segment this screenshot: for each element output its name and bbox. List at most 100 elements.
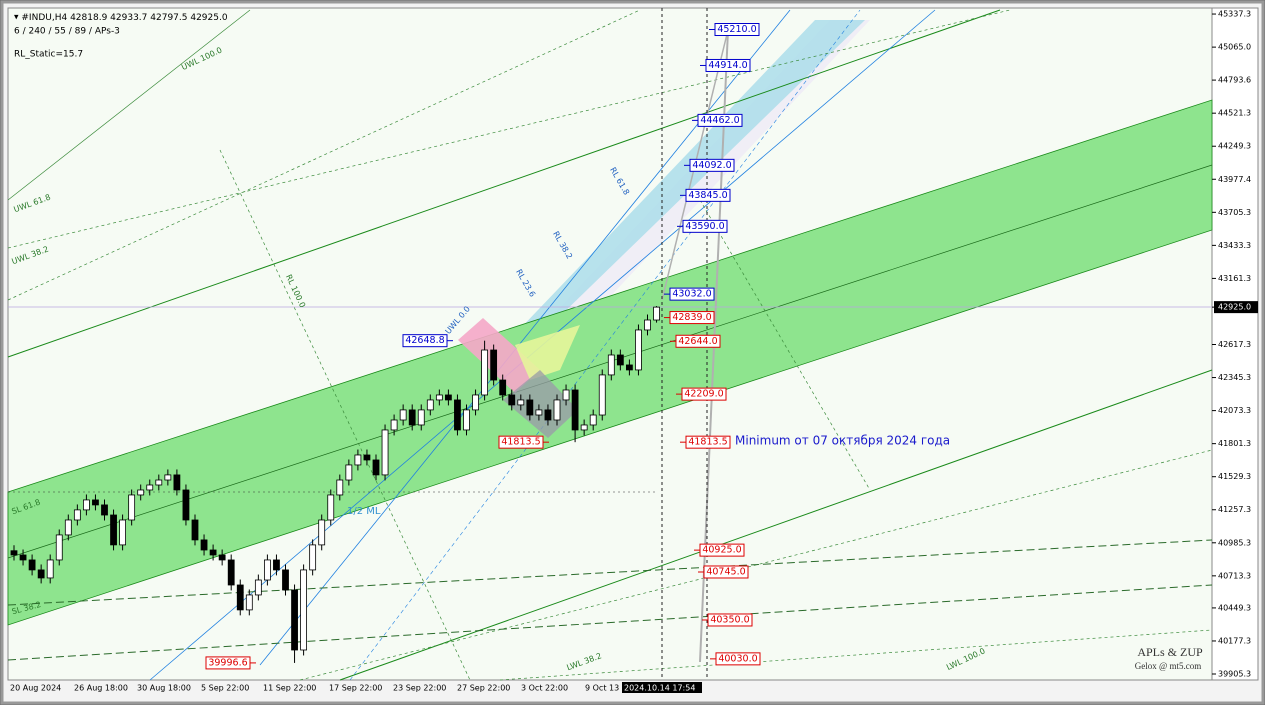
candle-body [607,354,615,376]
candle-body [444,394,452,401]
candle-body [291,589,298,651]
level-label: 42839.0 [672,312,711,323]
y-tick-label: 44521.3 [1218,109,1251,118]
candle-body [499,379,507,396]
y-tick-label: 42073.3 [1218,406,1251,415]
header-open: 42818.9 [70,13,107,23]
candle-body [544,409,552,421]
x-tick-label: 30 Aug 18:00 [137,684,191,693]
candle-body [626,364,633,371]
candle-body [517,399,525,406]
fan-line [7,9,251,201]
candle-body [463,409,470,431]
candle-body [535,409,543,416]
candle-body [273,559,280,571]
line-label: 1/2 ML [347,506,381,517]
pink-box [458,318,540,393]
x-tick-label: 5 Sep 22:00 [201,684,249,693]
candle-body [73,509,81,521]
candle-body [55,534,63,561]
candle-body [454,399,461,431]
fan-line [7,539,1213,606]
y-tick-label: 42345.3 [1218,373,1251,382]
candle-body [553,399,561,421]
y-tick-label: 44793.6 [1218,76,1251,85]
level-label: 45210.0 [717,24,756,35]
candle-body [101,504,108,516]
indicator-params: 6 / 240 / 55 / 89 / APs-3 [14,27,120,37]
lower-line [339,369,1213,681]
y-tick-label: 43161.3 [1218,274,1251,283]
candle-body [345,464,353,481]
level-box [699,543,745,557]
candle-body [155,479,163,486]
price-axis [1211,7,1259,681]
watermark: APLs & ZUP [1137,645,1203,659]
level-label: 42644.0 [678,336,717,347]
y-tick-label: 43433.3 [1218,241,1251,250]
level-label: 44092.0 [692,160,731,171]
y-tick-label: 40985.3 [1218,538,1251,547]
candle-body [10,550,18,556]
candle-body [146,484,154,491]
gray-box [503,370,578,438]
level-box [669,287,715,301]
candle-body [245,594,253,611]
level-box [685,435,731,449]
level-label: 41813.5 [688,437,727,448]
candle-body [92,499,99,506]
candle-body [490,349,498,381]
x-tick-label: 17 Sep 22:00 [329,684,382,693]
candle-body [417,409,425,426]
candle-body [191,519,199,541]
level-label: 43590.0 [685,221,724,232]
candle-body [399,409,407,421]
candle-body [381,429,389,476]
candle-body [83,499,90,511]
level-box [705,58,751,72]
level-box [714,23,760,37]
candle-body [128,494,136,521]
y-tick-label: 45065.0 [1218,43,1251,52]
candle-body [218,554,226,561]
candle-body [227,559,235,586]
candle-body [282,569,289,591]
fan-line [7,584,1213,661]
y-tick-label: 40177.3 [1218,636,1251,645]
candle-body [254,579,262,596]
x-tick-label: 27 Sep 22:00 [457,684,510,693]
header-high: 42933.7 [110,13,147,23]
level-label: 43032.0 [672,289,711,300]
candle-body [236,584,244,611]
y-tick-label: 39905.3 [1218,670,1251,679]
candle-body [508,394,516,406]
level-box [685,188,731,202]
candle-body [37,569,45,579]
level-box [681,387,727,401]
level-box [205,656,251,670]
y-tick-label: 42925.0 [1218,303,1251,312]
level-box [715,652,761,666]
candle-body [408,409,416,426]
level-box [707,613,753,627]
header-close: 42925.0 [190,13,227,23]
candle-body [644,319,651,331]
y-tick-label: 43705.3 [1218,208,1251,217]
candle-body [426,399,434,411]
level-label: 44462.0 [700,115,739,126]
fan-line [299,449,1213,681]
current-price-box [1214,301,1258,314]
fan-line [219,149,471,681]
candle-body [300,569,308,651]
candle-body [580,424,588,431]
fan-line [699,199,871,491]
x-tick-label: 26 Aug 18:00 [74,684,128,693]
x-tick-label: 3 Oct 22:00 [521,684,568,693]
x-tick-label: 2024.10.14 17:54 [624,684,695,693]
fan-line [7,9,641,301]
candle-body [119,519,126,546]
blue-band [495,20,865,355]
x-tick-label: 20 Aug 2024 [10,684,61,693]
candle-body [336,479,344,496]
